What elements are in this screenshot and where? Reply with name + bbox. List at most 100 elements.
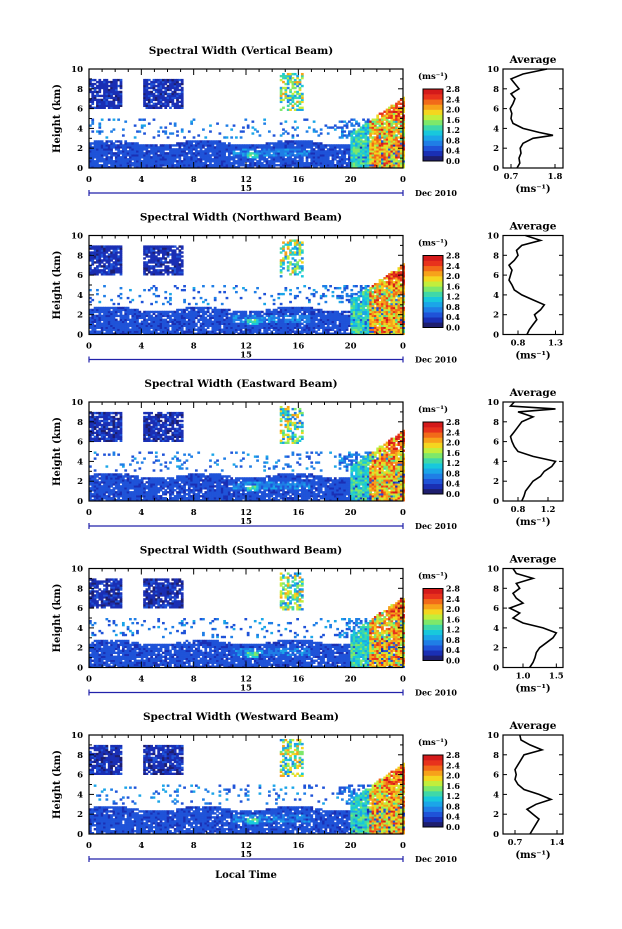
heatmap-cell	[232, 164, 236, 167]
heatmap-cell	[366, 148, 370, 151]
heatmap-cell	[260, 320, 264, 324]
heatmap-cell	[164, 104, 168, 108]
heatmap-cell	[392, 156, 396, 159]
heatmap-cell	[359, 288, 363, 292]
heatmap-cell	[267, 326, 271, 329]
heatmap-cell	[147, 160, 151, 163]
heatmap-cell	[164, 324, 168, 327]
heatmap-cell	[251, 328, 255, 331]
heatmap-cell	[213, 298, 217, 302]
heatmap-cell	[286, 108, 290, 111]
heatmap-cell	[378, 304, 382, 308]
heatmap-cell	[376, 290, 380, 294]
heatmap-cell	[107, 318, 111, 322]
heatmap-cell	[96, 267, 99, 270]
heatmap-cell	[119, 144, 123, 147]
heatmap-cell	[366, 132, 370, 135]
heatmap-cell	[143, 88, 146, 92]
heatmap-cell	[371, 332, 375, 335]
heatmap-cell	[371, 296, 375, 300]
heatmap-cell	[399, 146, 403, 149]
heatmap-cell	[357, 326, 361, 329]
heatmap-cell	[322, 160, 325, 163]
heatmap-cell	[352, 326, 356, 329]
heatmap-cell	[96, 245, 99, 248]
heatmap-cell	[103, 162, 106, 165]
heatmap-cell	[373, 120, 377, 123]
heatmap-cell	[190, 310, 194, 314]
heatmap-cell	[176, 265, 179, 268]
heatmap-cell	[296, 265, 299, 268]
heatmap-cell	[251, 120, 255, 123]
heatmap-cell	[91, 102, 95, 106]
heatmap-cell	[357, 138, 361, 141]
heatmap-cell	[300, 94, 304, 98]
heatmap-cell	[185, 144, 189, 147]
heatmap-cell	[176, 88, 179, 92]
heatmap-cell	[100, 148, 104, 151]
heatmap-cell	[282, 249, 285, 252]
heatmap-cell	[133, 124, 137, 127]
heatmap-cell	[164, 330, 168, 333]
heatmap-cell	[225, 328, 229, 331]
heatmap-cell	[308, 310, 311, 314]
heatmap-cell	[336, 144, 340, 147]
heatmap-cell	[364, 326, 368, 329]
heatmap-cell	[91, 318, 95, 322]
heatmap-cell	[105, 326, 109, 329]
heatmap-cell	[300, 152, 304, 155]
heatmap-cell	[169, 292, 172, 296]
heatmap-cell	[381, 160, 384, 163]
heatmap-cell	[107, 269, 111, 272]
heatmap-cell	[166, 273, 170, 276]
heatmap-cell	[308, 126, 311, 129]
heatmap-cell	[126, 324, 130, 327]
heatmap-cell	[352, 324, 356, 327]
heatmap-cell	[150, 150, 153, 153]
heatmap-cell	[131, 316, 135, 320]
heatmap-cell	[376, 158, 380, 161]
heatmap-cell	[322, 316, 325, 320]
heatmap-cell	[129, 144, 132, 147]
heatmap-cell	[331, 314, 335, 318]
heatmap-cell	[282, 330, 285, 333]
heatmap-cell	[91, 269, 95, 272]
heatmap-cell	[171, 255, 175, 258]
heatmap-cell	[399, 116, 403, 119]
heatmap-cell	[178, 267, 182, 270]
heatmap-cell	[185, 328, 189, 331]
heatmap-cell	[350, 304, 354, 308]
heatmap-cell	[293, 251, 297, 254]
heatmap-cell	[143, 322, 146, 325]
heatmap-cell	[110, 152, 113, 155]
heatmap-cell	[98, 126, 102, 129]
heatmap-cell	[338, 332, 342, 335]
heatmap-cell	[187, 144, 191, 147]
heatmap-cell	[239, 296, 243, 300]
heatmap-cell	[145, 330, 149, 333]
heatmap-cell	[114, 86, 118, 90]
heatmap-cell	[129, 160, 132, 163]
heatmap-cell	[390, 144, 394, 147]
heatmap-cell	[338, 146, 342, 149]
heatmap-cell	[154, 96, 158, 100]
heatmap-cell	[381, 294, 384, 298]
heatmap-cell	[289, 154, 292, 157]
heatmap-cell	[166, 94, 170, 98]
heatmap-cell	[284, 166, 288, 169]
heatmap-cell	[211, 152, 215, 155]
heatmap-cell	[298, 271, 302, 274]
heatmap-cell	[265, 164, 269, 167]
heatmap-cell	[378, 144, 382, 147]
heatmap-cell	[129, 318, 132, 322]
heatmap-cell	[140, 324, 144, 327]
heatmap-cell	[286, 330, 290, 333]
heatmap-cell	[176, 78, 179, 82]
heatmap-cell	[239, 146, 243, 149]
heatmap-cell	[357, 306, 361, 310]
heatmap-cell	[364, 292, 368, 296]
heatmap-cell	[305, 152, 309, 155]
heatmap-cell	[286, 94, 290, 98]
heatmap-cell	[315, 160, 318, 163]
heatmap-cell	[385, 114, 389, 117]
